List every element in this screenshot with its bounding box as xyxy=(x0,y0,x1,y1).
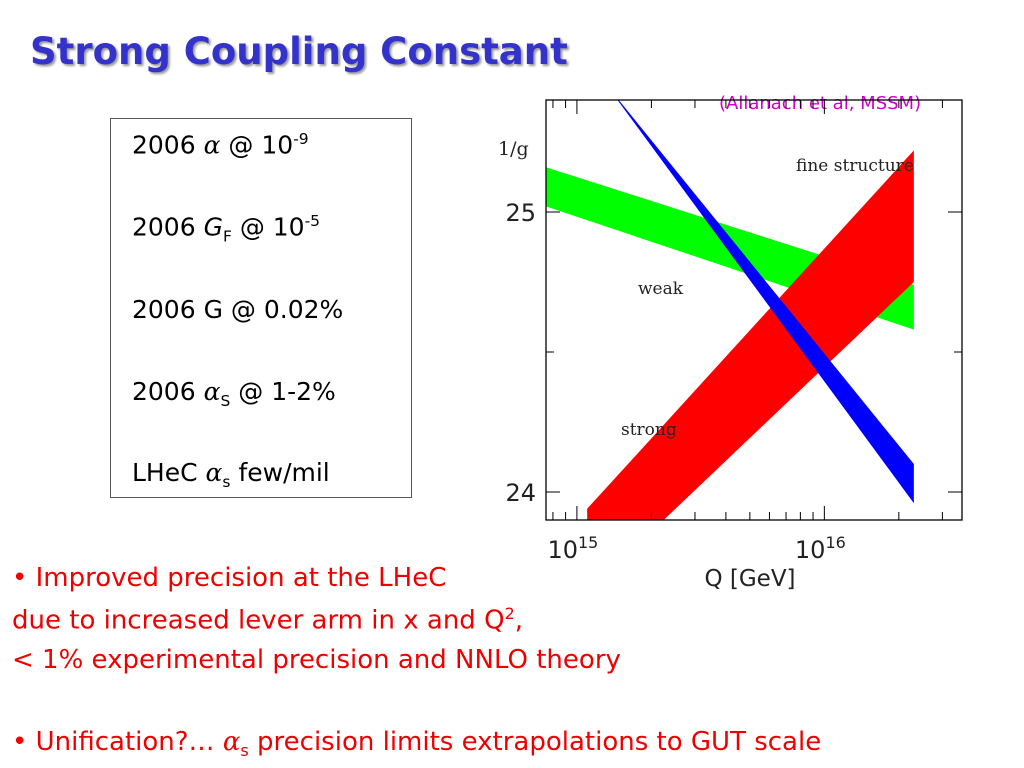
precision-line-alpha: 2006 α @ 10-9 xyxy=(132,130,309,160)
y-tick-label: 25 xyxy=(505,199,536,227)
bullet-1-line-1: • Improved precision at the LHeC xyxy=(12,563,447,593)
x-axis-label: Q [GeV] xyxy=(704,566,795,592)
series-label-fine-structure: fine structure xyxy=(796,156,914,176)
precision-line-lhec: LHeC αs few/mil xyxy=(132,458,330,491)
y-axis-label: 1/g xyxy=(498,138,529,160)
plot-frame xyxy=(545,99,963,521)
precision-box xyxy=(110,118,412,498)
band-strong xyxy=(587,150,914,520)
precision-line-alphas: 2006 αS @ 1-2% xyxy=(132,377,336,410)
band-fine-structure xyxy=(617,100,914,504)
precision-line-gf: 2006 GF @ 10-5 xyxy=(132,212,321,246)
ticks-group xyxy=(546,100,962,520)
y-tick-label: 24 xyxy=(505,479,536,507)
bullet-1-line-3: < 1% experimental precision and NNLO the… xyxy=(12,645,621,675)
citation: (Allanach et al, MSSM) xyxy=(719,93,922,114)
x-tick-label: 1016 xyxy=(795,533,846,564)
x-tick-label: 1015 xyxy=(547,533,598,564)
bullet-1-line-2: due to increased lever arm in x and Q2, xyxy=(12,604,524,636)
precision-line-g: 2006 G @ 0.02% xyxy=(132,295,344,324)
bullet-2: • Unification?… αs precision limits extr… xyxy=(12,727,822,761)
series-label-weak: weak xyxy=(638,279,684,299)
bands-group xyxy=(546,100,914,520)
series-label-strong: strong xyxy=(621,420,677,440)
slide-title: Strong Coupling Constant xyxy=(30,30,568,73)
